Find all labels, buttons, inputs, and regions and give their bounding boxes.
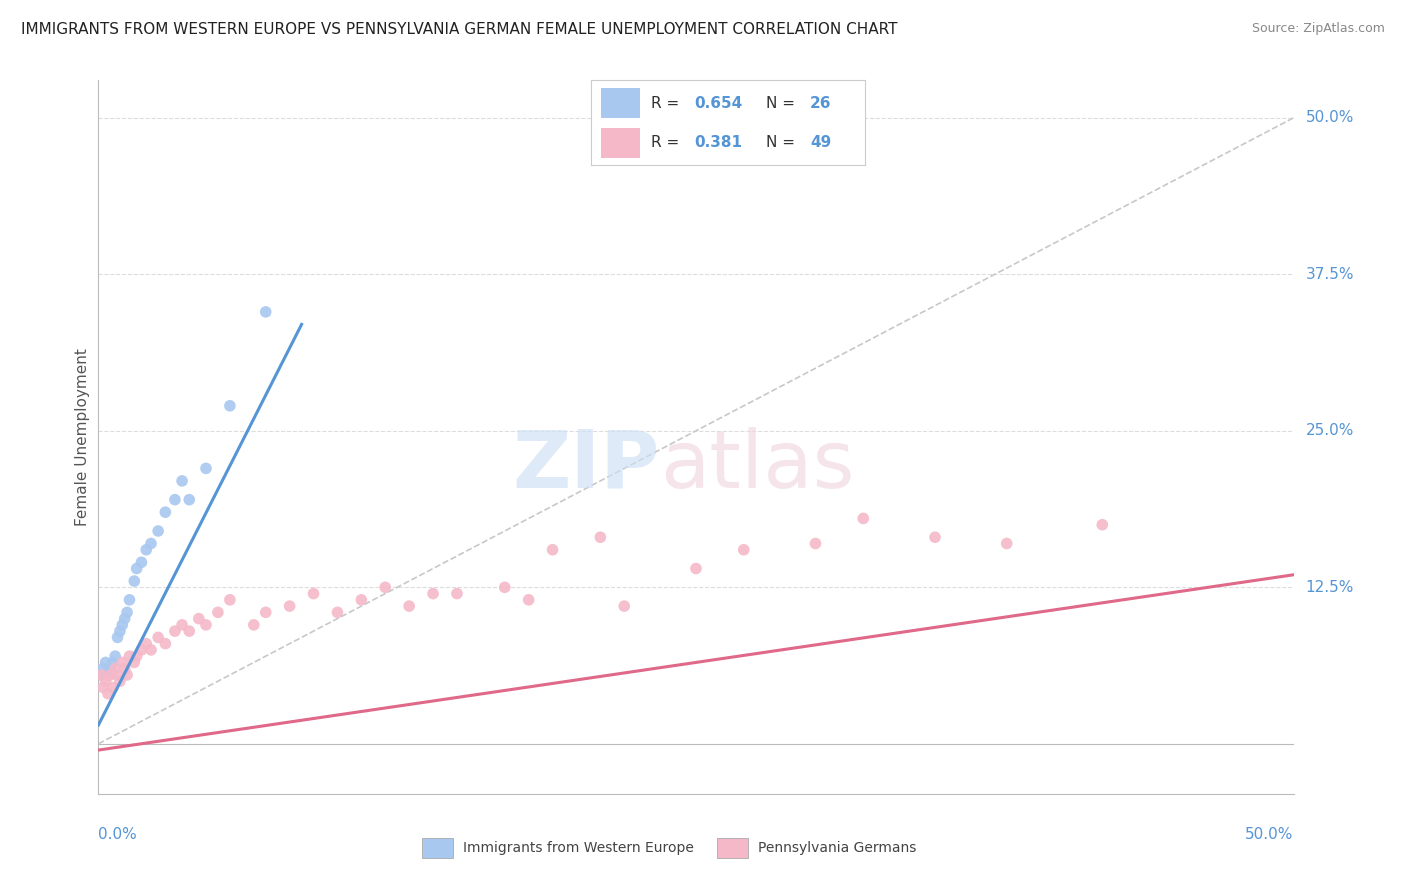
Text: 50.0%: 50.0% — [1246, 827, 1294, 841]
Point — [219, 592, 242, 607]
Point — [179, 624, 201, 639]
Point — [350, 592, 373, 607]
Text: N =: N = — [766, 95, 800, 111]
Point — [107, 668, 129, 682]
Point — [179, 492, 201, 507]
Point — [111, 656, 134, 670]
Point — [733, 542, 755, 557]
Point — [422, 586, 444, 600]
Point — [97, 687, 120, 701]
Text: 25.0%: 25.0% — [1305, 424, 1354, 438]
Text: Source: ZipAtlas.com: Source: ZipAtlas.com — [1251, 22, 1385, 36]
Text: 0.654: 0.654 — [695, 95, 742, 111]
Point — [155, 637, 177, 651]
Point — [541, 542, 564, 557]
Point — [98, 668, 122, 682]
Point — [118, 649, 141, 664]
Point — [852, 511, 875, 525]
Point — [97, 668, 120, 682]
Point — [374, 580, 396, 594]
Point — [613, 599, 636, 613]
Point — [589, 530, 612, 544]
Text: 49: 49 — [810, 136, 831, 151]
Text: 0.0%: 0.0% — [98, 827, 138, 841]
Point — [685, 561, 707, 575]
Point — [995, 536, 1018, 550]
Point — [114, 612, 136, 626]
Point — [101, 681, 124, 695]
Point — [125, 561, 148, 575]
Y-axis label: Female Unemployment: Female Unemployment — [75, 348, 90, 526]
Point — [804, 536, 827, 550]
Point — [114, 662, 136, 676]
Point — [125, 649, 148, 664]
Point — [194, 618, 217, 632]
Point — [131, 643, 153, 657]
Point — [90, 668, 112, 682]
Text: Pennsylvania Germans: Pennsylvania Germans — [758, 841, 917, 855]
Point — [1091, 517, 1114, 532]
Point — [278, 599, 301, 613]
Point — [94, 656, 117, 670]
Point — [139, 536, 162, 550]
Point — [108, 674, 131, 689]
Point — [107, 631, 129, 645]
Point — [243, 618, 266, 632]
Text: atlas: atlas — [661, 426, 855, 505]
Point — [398, 599, 420, 613]
Point — [135, 637, 157, 651]
Point — [90, 668, 112, 682]
Point — [124, 656, 146, 670]
Point — [172, 474, 194, 488]
Text: Immigrants from Western Europe: Immigrants from Western Europe — [463, 841, 693, 855]
Point — [194, 461, 217, 475]
Point — [302, 586, 325, 600]
Text: N =: N = — [766, 136, 800, 151]
Point — [115, 605, 138, 619]
Point — [207, 605, 229, 619]
Point — [172, 618, 194, 632]
Point — [494, 580, 516, 594]
Point — [91, 681, 114, 695]
Point — [924, 530, 946, 544]
Point — [148, 524, 170, 538]
Point — [254, 605, 277, 619]
Point — [101, 656, 124, 670]
Point — [118, 592, 141, 607]
Point — [91, 662, 114, 676]
FancyBboxPatch shape — [602, 88, 640, 119]
Point — [131, 555, 153, 569]
Point — [124, 574, 146, 588]
Point — [94, 674, 117, 689]
Point — [148, 631, 170, 645]
Point — [163, 624, 186, 639]
Point — [517, 592, 540, 607]
FancyBboxPatch shape — [602, 128, 640, 158]
Text: 26: 26 — [810, 95, 831, 111]
Point — [98, 662, 122, 676]
Text: ZIP: ZIP — [513, 426, 661, 505]
Point — [139, 643, 162, 657]
Point — [446, 586, 468, 600]
Text: 50.0%: 50.0% — [1305, 111, 1354, 126]
Point — [135, 542, 157, 557]
Text: IMMIGRANTS FROM WESTERN EUROPE VS PENNSYLVANIA GERMAN FEMALE UNEMPLOYMENT CORREL: IMMIGRANTS FROM WESTERN EUROPE VS PENNSY… — [21, 22, 897, 37]
Point — [104, 649, 127, 664]
Point — [155, 505, 177, 519]
Text: R =: R = — [651, 95, 683, 111]
Point — [254, 305, 277, 319]
Text: 12.5%: 12.5% — [1305, 580, 1354, 595]
Text: 0.381: 0.381 — [695, 136, 742, 151]
Point — [104, 662, 127, 676]
Point — [108, 624, 131, 639]
Text: R =: R = — [651, 136, 689, 151]
Point — [163, 492, 186, 507]
Point — [326, 605, 349, 619]
Point — [187, 612, 209, 626]
Point — [115, 668, 138, 682]
Point — [219, 399, 242, 413]
Point — [111, 618, 134, 632]
Text: 37.5%: 37.5% — [1305, 267, 1354, 282]
